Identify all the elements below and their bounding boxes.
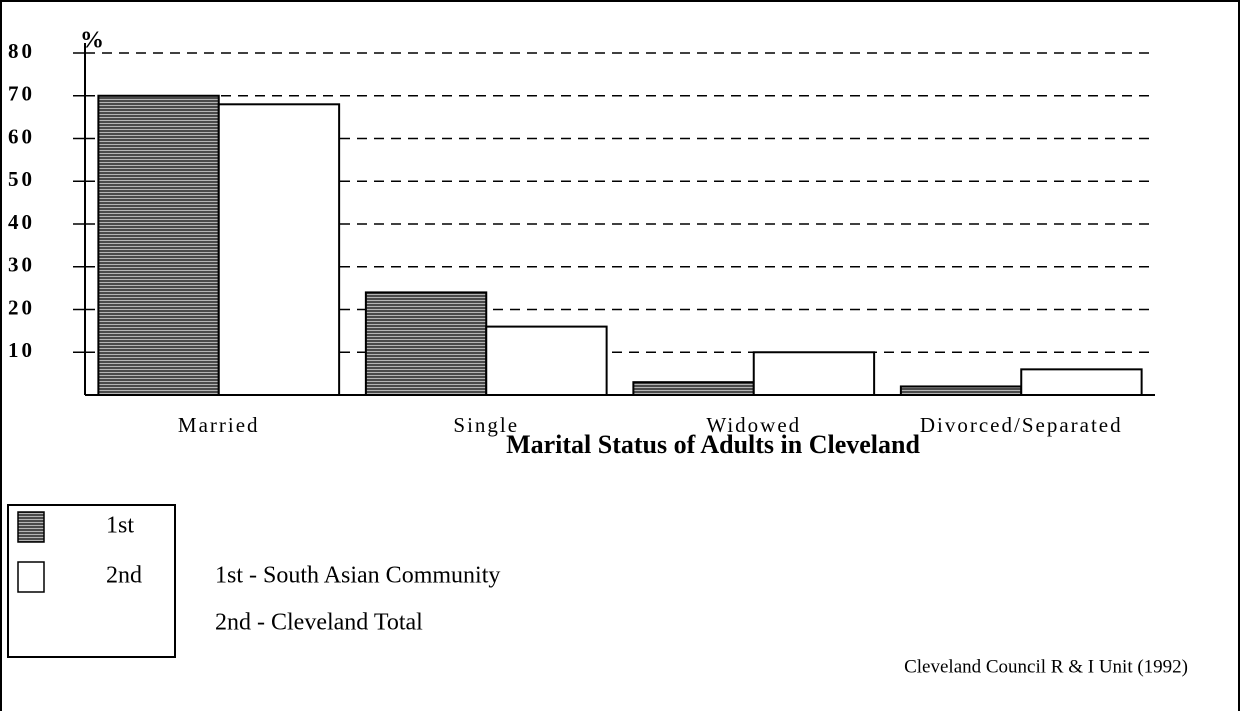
note: 2nd - Cleveland Total xyxy=(215,610,423,636)
bar xyxy=(632,381,755,396)
y-tick-label: 40 xyxy=(8,210,35,234)
chart-title: Marital Status of Adults in Cleveland xyxy=(506,430,920,459)
y-tick-label: 50 xyxy=(8,167,35,191)
x-tick-label: Single xyxy=(453,413,519,437)
legend-swatch xyxy=(17,511,45,543)
legend-label: 1st xyxy=(106,513,134,539)
x-tick-label: Married xyxy=(178,413,260,437)
bar xyxy=(485,325,608,397)
bar xyxy=(1020,368,1143,397)
y-tick-label: 20 xyxy=(8,295,35,319)
y-unit: % xyxy=(80,28,104,54)
legend-label: 2nd xyxy=(106,563,142,589)
y-tick-label: 60 xyxy=(8,124,35,148)
y-tick-label: 80 xyxy=(8,39,35,63)
y-tick-label: 10 xyxy=(8,338,35,362)
legend-box xyxy=(7,504,176,658)
x-tick-label: Widowed xyxy=(706,413,801,437)
source: Cleveland Council R & I Unit (1992) xyxy=(904,656,1188,677)
note: 1st - South Asian Community xyxy=(215,563,500,589)
legend-swatch xyxy=(17,561,45,593)
y-tick-label: 70 xyxy=(8,82,35,106)
bar xyxy=(217,103,341,397)
bar xyxy=(97,94,220,396)
bar xyxy=(364,291,488,396)
x-tick-label: Divorced/Separated xyxy=(920,413,1123,437)
y-tick-label: 30 xyxy=(8,253,35,277)
bar xyxy=(752,351,876,396)
bar xyxy=(899,385,1023,397)
